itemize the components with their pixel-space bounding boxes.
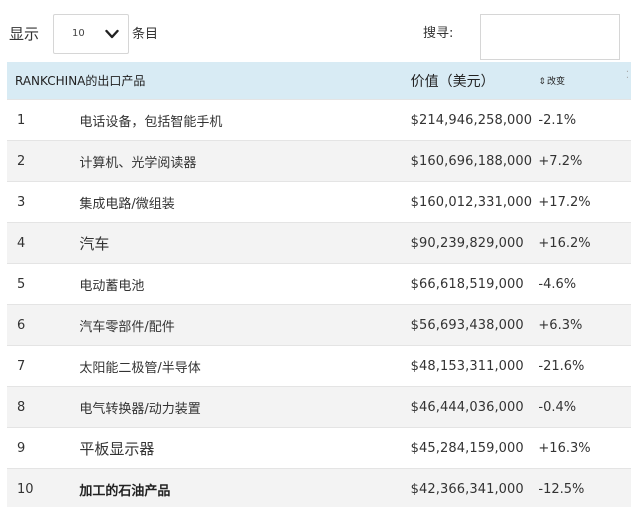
column-header-change[interactable]: ⇕改变 · · [538,62,631,100]
cell-change: -2.1% [538,99,631,141]
cell-product-name: 电气转换器/动力装置 [79,386,411,428]
table-row: 4 汽车 $90,239,829,000 +16.2% [7,222,631,264]
table-row: 10 加工的石油产品 $42,366,341,000 -12.5% [7,468,631,507]
chevron-down-icon [105,29,119,39]
cell-product-name: 汽车 [79,222,411,264]
table-row: 5 电动蓄电池 $66,618,519,000 -4.6% [7,263,631,305]
cell-value: $42,366,341,000 [410,468,539,507]
cell-rank: 10 [7,468,80,507]
cell-change: -12.5% [538,468,631,507]
table-row: 1 电话设备，包括智能手机 $214,946,258,000 -2.1% [7,99,631,141]
cell-product-name: 集成电路/微组装 [79,181,411,223]
cell-rank: 3 [7,181,80,223]
column-header-value[interactable]: 价值（美元） [410,62,539,100]
cell-value: $56,693,438,000 [410,304,539,346]
cell-product-name: 电话设备，包括智能手机 [79,99,411,141]
cell-change: -0.4% [538,386,631,428]
column-header-product-label: RANKCHINA的出口产品 [15,74,146,88]
cell-product-name: 计算机、光学阅读器 [79,140,411,182]
cell-product-name: 汽车零部件/配件 [79,304,411,346]
cell-rank: 7 [7,345,80,387]
table-controls: 显示 10 条目 搜寻: [0,0,638,62]
cell-rank: 4 [7,222,80,264]
cell-change: +6.3% [538,304,631,346]
table-header-row: RANKCHINA的出口产品 价值（美元） ⇕改变 · · [7,62,631,100]
cell-product-name: 平板显示器 [79,427,411,469]
cell-value: $48,153,311,000 [410,345,539,387]
exports-table: RANKCHINA的出口产品 价值（美元） ⇕改变 · · 1 电话设备，包括智能手… [7,62,631,507]
sort-icon: ⇕ [538,77,546,87]
cell-value: $160,696,188,000 [410,140,539,182]
entries-length-select[interactable]: 10 [53,14,129,54]
cell-product-name: 加工的石油产品 [79,468,411,507]
show-entries-label: 显示 [9,25,40,43]
table-row: 8 电气转换器/动力装置 $46,444,036,000 -0.4% [7,386,631,428]
cell-rank: 9 [7,427,80,469]
cell-change: -4.6% [538,263,631,305]
cell-value: $90,239,829,000 [410,222,539,264]
cell-value: $160,012,331,000 [410,181,539,223]
column-menu-icon[interactable]: · · [625,67,629,84]
cell-rank: 6 [7,304,80,346]
cell-change: +16.2% [538,222,631,264]
entries-label: 条目 [132,27,159,42]
cell-value: $66,618,519,000 [410,263,539,305]
cell-product-name: 电动蓄电池 [79,263,411,305]
cell-value: $214,946,258,000 [410,99,539,141]
table-row: 2 计算机、光学阅读器 $160,696,188,000 +7.2% [7,140,631,182]
table-row: 9 平板显示器 $45,284,159,000 +16.3% [7,427,631,469]
cell-change: -21.6% [538,345,631,387]
table-row: 3 集成电路/微组装 $160,012,331,000 +17.2% [7,181,631,223]
column-header-value-label: 价值（美元） [410,73,495,90]
cell-value: $45,284,159,000 [410,427,539,469]
table-row: 7 太阳能二极管/半导体 $48,153,311,000 -21.6% [7,345,631,387]
column-header-change-label: 改变 [546,77,565,87]
cell-value: $46,444,036,000 [410,386,539,428]
cell-rank: 8 [7,386,80,428]
table-row: 6 汽车零部件/配件 $56,693,438,000 +6.3% [7,304,631,346]
cell-change: +17.2% [538,181,631,223]
cell-change: +16.3% [538,427,631,469]
search-label: 搜寻: [423,26,454,41]
cell-rank: 1 [7,99,80,141]
search-input[interactable] [480,14,620,60]
cell-change: +7.2% [538,140,631,182]
cell-rank: 5 [7,263,80,305]
column-header-product[interactable]: RANKCHINA的出口产品 [7,62,411,100]
entries-length-value: 10 [72,28,85,39]
cell-product-name: 太阳能二极管/半导体 [79,345,411,387]
cell-rank: 2 [7,140,80,182]
